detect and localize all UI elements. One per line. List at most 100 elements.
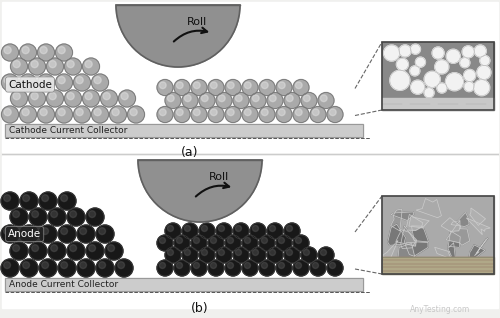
Circle shape (437, 83, 447, 93)
Circle shape (202, 249, 207, 255)
Circle shape (225, 235, 241, 251)
Circle shape (228, 238, 234, 244)
Circle shape (270, 225, 276, 232)
Circle shape (208, 80, 224, 95)
Circle shape (2, 74, 18, 91)
Circle shape (225, 107, 241, 122)
Polygon shape (448, 243, 456, 263)
Circle shape (10, 58, 28, 75)
Circle shape (424, 71, 440, 87)
Circle shape (10, 208, 28, 226)
Bar (5, 278, 363, 291)
Circle shape (50, 211, 58, 218)
Circle shape (464, 82, 474, 92)
Circle shape (250, 93, 266, 108)
Circle shape (74, 74, 90, 91)
Circle shape (330, 109, 336, 116)
Circle shape (160, 109, 166, 116)
Circle shape (236, 95, 242, 102)
Circle shape (250, 247, 266, 263)
Text: Anode: Anode (8, 229, 41, 239)
Bar (382, 196, 494, 274)
Circle shape (236, 225, 242, 232)
Circle shape (76, 77, 83, 84)
Polygon shape (448, 231, 460, 247)
Circle shape (67, 242, 85, 260)
Circle shape (110, 106, 126, 123)
Circle shape (58, 46, 65, 54)
Circle shape (210, 82, 217, 89)
Circle shape (191, 235, 207, 251)
Circle shape (410, 80, 424, 94)
Circle shape (318, 93, 334, 108)
Polygon shape (396, 230, 416, 246)
Circle shape (20, 106, 36, 123)
Circle shape (244, 238, 250, 244)
Circle shape (1, 259, 19, 277)
Circle shape (48, 242, 66, 260)
Circle shape (225, 80, 241, 95)
Circle shape (1, 225, 19, 243)
Circle shape (2, 44, 18, 61)
Circle shape (32, 211, 38, 218)
Polygon shape (416, 198, 442, 218)
Circle shape (118, 90, 136, 107)
Circle shape (42, 262, 48, 268)
Circle shape (4, 228, 10, 235)
Circle shape (286, 95, 293, 102)
Circle shape (396, 58, 408, 70)
Circle shape (103, 93, 110, 100)
Circle shape (182, 247, 198, 263)
Circle shape (128, 106, 144, 123)
Circle shape (174, 235, 190, 251)
Circle shape (115, 259, 133, 277)
Circle shape (199, 223, 215, 239)
Circle shape (286, 225, 292, 232)
Circle shape (174, 260, 190, 276)
Circle shape (259, 107, 275, 122)
Circle shape (210, 262, 216, 268)
Circle shape (242, 80, 258, 95)
Circle shape (49, 93, 56, 100)
Circle shape (252, 95, 259, 102)
Circle shape (182, 93, 198, 108)
Polygon shape (391, 212, 414, 221)
Circle shape (4, 46, 11, 54)
Circle shape (105, 242, 123, 260)
Circle shape (38, 106, 54, 123)
Circle shape (20, 74, 36, 91)
Circle shape (293, 107, 309, 122)
Circle shape (22, 46, 29, 54)
Circle shape (157, 107, 173, 122)
Circle shape (208, 260, 224, 276)
Circle shape (10, 242, 28, 260)
Circle shape (56, 106, 72, 123)
Circle shape (208, 235, 224, 251)
Circle shape (56, 44, 72, 61)
Circle shape (320, 95, 327, 102)
Circle shape (94, 108, 101, 116)
Circle shape (130, 108, 137, 116)
Circle shape (98, 262, 105, 268)
Circle shape (267, 93, 283, 108)
Circle shape (286, 249, 292, 255)
Circle shape (29, 242, 47, 260)
Circle shape (60, 228, 68, 235)
Bar (382, 42, 494, 110)
Circle shape (64, 90, 82, 107)
Circle shape (435, 60, 449, 74)
Circle shape (85, 60, 92, 68)
Circle shape (67, 208, 85, 226)
Circle shape (22, 262, 30, 268)
Circle shape (312, 262, 318, 268)
Circle shape (390, 70, 410, 90)
Circle shape (160, 82, 166, 89)
Circle shape (293, 235, 309, 251)
Polygon shape (388, 224, 406, 245)
Circle shape (228, 82, 234, 89)
Circle shape (474, 45, 486, 57)
Circle shape (4, 195, 10, 202)
Circle shape (157, 235, 173, 251)
Circle shape (228, 109, 234, 116)
Circle shape (58, 259, 76, 277)
